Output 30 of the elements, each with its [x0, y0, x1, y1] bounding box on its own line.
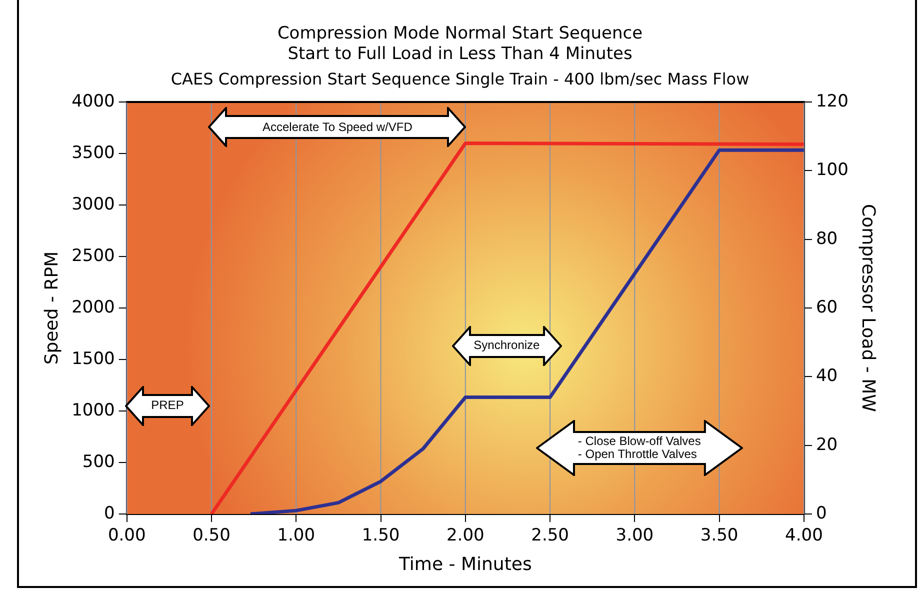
y-tick-label: 4000: [72, 91, 115, 112]
x-tick-label: 2.50: [531, 526, 569, 546]
y2-tick-label: 20: [816, 434, 838, 455]
y-tick-label: 2500: [72, 246, 115, 266]
y-tick-label: 1000: [72, 400, 115, 420]
x-tick-label: 1.50: [362, 526, 400, 546]
y-tick-label: 2000: [72, 297, 115, 318]
y2-axis-title: Compressor Load - MW: [858, 204, 879, 412]
x-tick-label: 2.00: [446, 526, 484, 546]
x-tick-label: 4.00: [785, 526, 823, 546]
x-tick-label: 3.00: [616, 526, 654, 546]
x-tick-label: 0.50: [192, 526, 230, 546]
y-tick-label: 0: [104, 503, 115, 524]
y2-tick-label: 0: [816, 503, 827, 524]
y2-tick-label: 60: [816, 297, 838, 318]
y-tick-label: 500: [82, 452, 115, 472]
x-axis-title: Time - Minutes: [398, 554, 532, 575]
y-tick-label: 3000: [72, 194, 115, 214]
x-tick-label: 1.00: [277, 526, 316, 546]
chart-title: Compression Mode Normal Start Sequence Start to Full Load in Less Than 4 Minutes: [277, 24, 643, 64]
x-tick-label: 0.00: [108, 526, 146, 546]
y2-tick-label: 120: [816, 91, 848, 112]
y-tick-label: 1500: [72, 348, 115, 369]
y2-tick-label: 100: [816, 160, 848, 180]
y2-tick-label: 40: [816, 366, 838, 386]
x-tick-label: 3.50: [700, 526, 738, 546]
y2-tick-label: 80: [816, 228, 838, 249]
y-axis-title: Speed - RPM: [41, 251, 62, 365]
chart-subtitle: CAES Compression Start Sequence Single Train - 400 lbm/sec Mass Flow: [170, 70, 750, 89]
y-tick-label: 3500: [72, 142, 115, 163]
